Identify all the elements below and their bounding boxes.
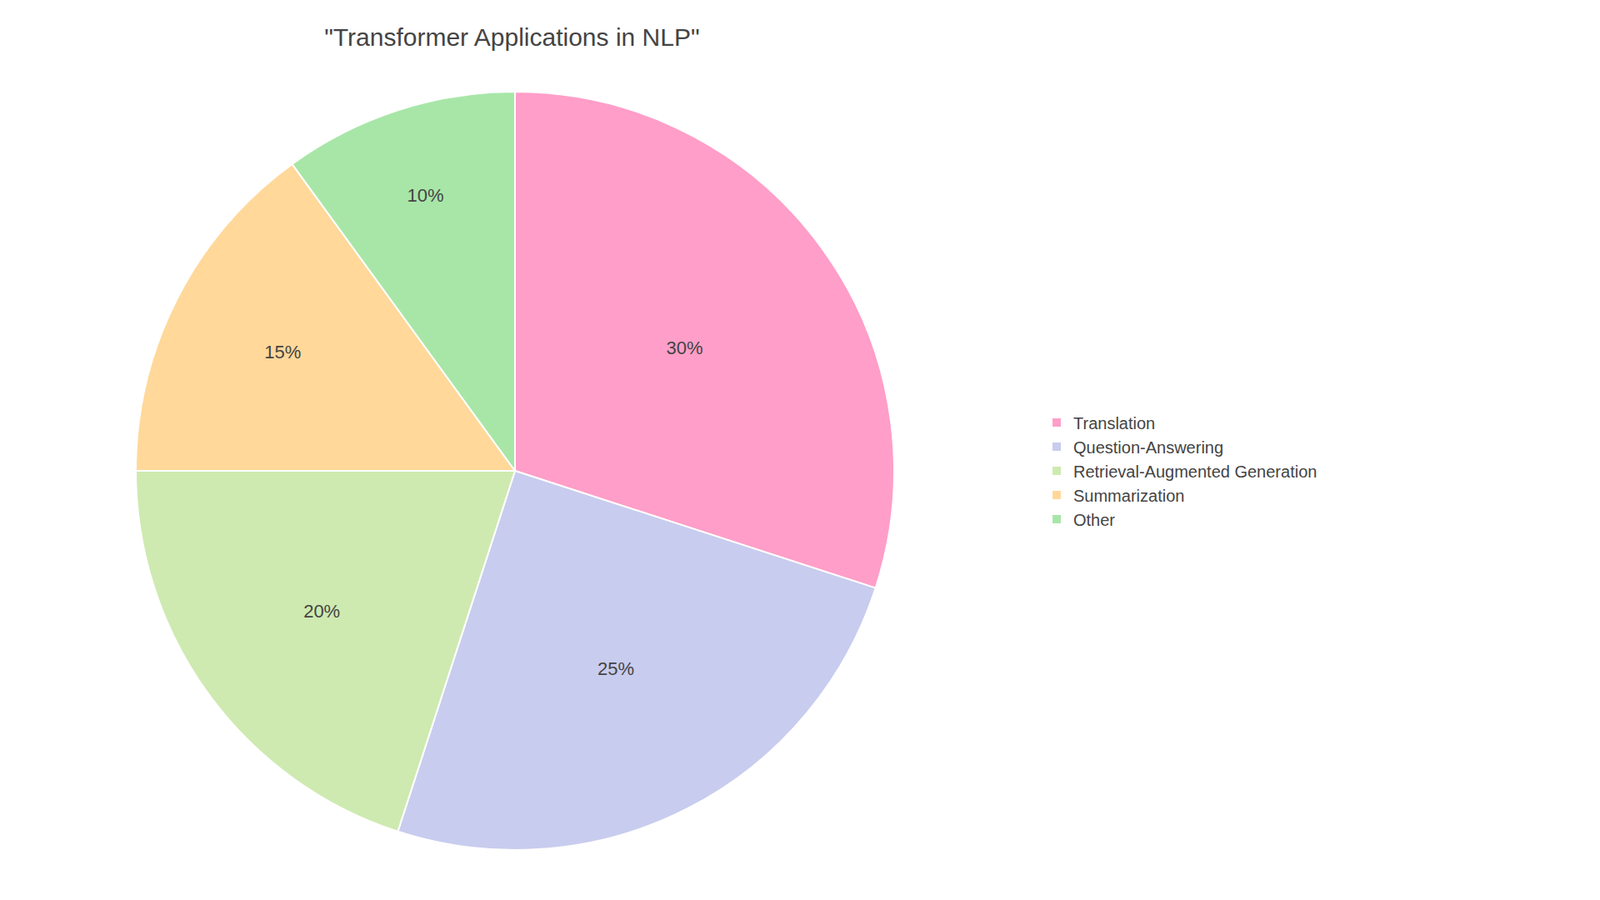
svg-text:10%: 10% xyxy=(407,185,445,206)
svg-text:Translation: Translation xyxy=(1073,414,1155,433)
svg-text:30%: 30% xyxy=(665,337,703,359)
svg-text:"Transformer Applications in N: "Transformer Applications in NLP" xyxy=(324,23,700,51)
svg-text:20%: 20% xyxy=(303,600,340,622)
svg-text:Retrieval-Augmented Generation: Retrieval-Augmented Generation xyxy=(1073,462,1317,481)
svg-text:15%: 15% xyxy=(264,341,301,363)
svg-text:Summarization: Summarization xyxy=(1073,486,1185,505)
svg-text:Other: Other xyxy=(1073,510,1115,530)
svg-text:Question-Answering: Question-Answering xyxy=(1073,438,1224,457)
svg-text:25%: 25% xyxy=(597,658,635,680)
